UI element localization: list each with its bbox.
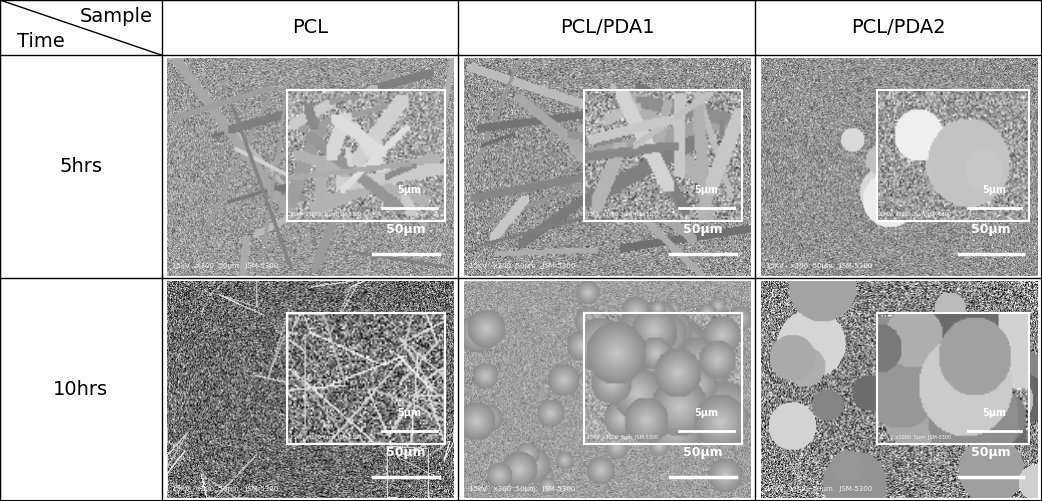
Text: 50μm: 50μm [971, 223, 1011, 236]
Text: 10hrs: 10hrs [53, 380, 108, 399]
Text: 50μm: 50μm [387, 223, 426, 236]
Text: 50μm: 50μm [684, 446, 723, 459]
Text: 15kV   x300  50μm   JSM-5300: 15kV x300 50μm JSM-5300 [766, 263, 872, 269]
Text: 15kV   x300  50μm   JSM-5300: 15kV x300 50μm JSM-5300 [172, 263, 278, 269]
Text: 50μm: 50μm [387, 446, 426, 459]
Text: 50μm: 50μm [684, 223, 723, 236]
Text: 15kV   x300  50μm   JSM-5300: 15kV x300 50μm JSM-5300 [172, 486, 278, 492]
Text: PCL/PDA2: PCL/PDA2 [851, 18, 946, 37]
Text: 5hrs: 5hrs [59, 157, 102, 176]
Text: 50μm: 50μm [971, 446, 1011, 459]
Text: Sample: Sample [80, 7, 153, 26]
Text: 15kV   x300  50μm   JSM-5300: 15kV x300 50μm JSM-5300 [469, 486, 575, 492]
Text: 15kV   x300  50μm   JSM-5300: 15kV x300 50μm JSM-5300 [469, 263, 575, 269]
Text: PCL: PCL [292, 18, 328, 37]
Text: 15kV   x300  50μm   JSM-5300: 15kV x300 50μm JSM-5300 [766, 486, 872, 492]
Text: Time: Time [17, 32, 65, 51]
Text: PCL/PDA1: PCL/PDA1 [560, 18, 654, 37]
